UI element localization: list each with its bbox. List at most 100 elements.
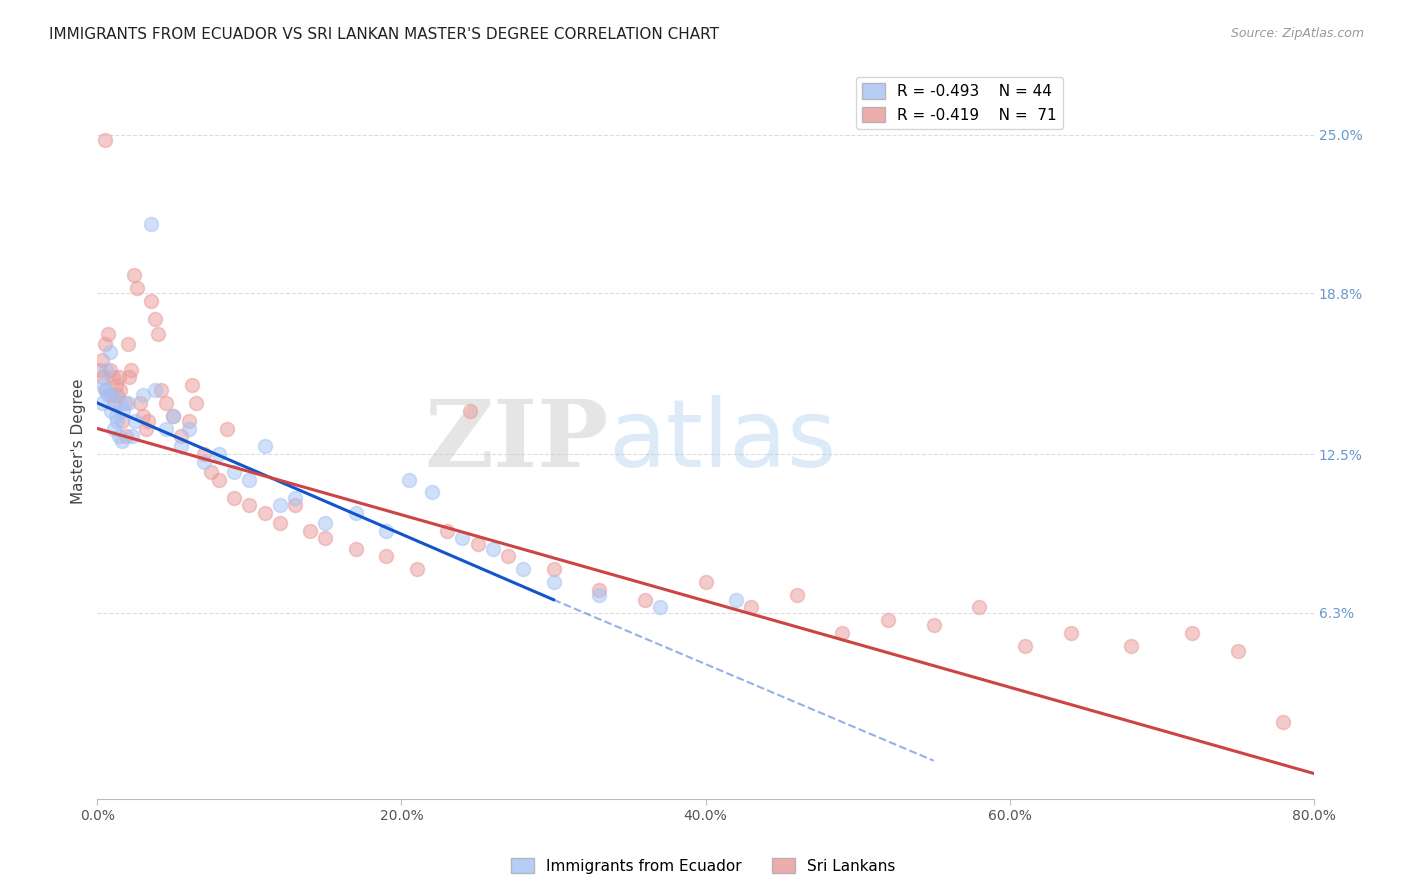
Point (139, 293, 162, 308)
Point (269, 498, 291, 512)
Point (922, 618, 945, 632)
Point (436, 524, 458, 538)
Point (94, 337, 117, 351)
Point (105, 388, 128, 402)
Point (1121, 639, 1143, 653)
Point (150, 383, 173, 397)
Point (132, 388, 155, 402)
Point (588, 582, 610, 597)
Point (89, 363, 111, 377)
Point (177, 421, 200, 435)
Point (105, 414, 128, 428)
Text: ZIP: ZIP (425, 396, 609, 486)
Point (481, 541, 503, 556)
Point (120, 363, 142, 377)
Point (299, 524, 322, 538)
Text: IMMIGRANTS FROM ECUADOR VS SRI LANKAN MASTER'S DEGREE CORRELATION CHART: IMMIGRANTS FROM ECUADOR VS SRI LANKAN MA… (49, 27, 720, 42)
Point (451, 532, 474, 546)
Point (100, 403, 122, 417)
Point (96, 363, 118, 377)
Point (97, 388, 120, 402)
Point (344, 506, 367, 520)
Point (398, 473, 420, 487)
Point (101, 388, 124, 402)
Point (98, 344, 121, 359)
Point (117, 337, 139, 351)
Point (118, 370, 141, 384)
Point (284, 498, 307, 512)
Point (224, 465, 246, 479)
Point (129, 396, 152, 410)
Point (877, 613, 900, 627)
Point (111, 414, 134, 428)
Point (253, 439, 276, 453)
Point (224, 491, 246, 505)
Point (588, 588, 610, 602)
Point (180, 378, 202, 392)
Point (90, 352, 112, 367)
Point (125, 281, 148, 295)
Point (108, 396, 131, 410)
Point (162, 409, 184, 423)
Point (143, 383, 166, 397)
Point (969, 600, 991, 615)
Point (1226, 644, 1249, 658)
Point (101, 370, 124, 384)
Point (111, 434, 134, 449)
Point (543, 574, 565, 589)
Point (177, 414, 200, 428)
Point (831, 626, 853, 640)
Point (405, 562, 427, 576)
Point (496, 549, 519, 564)
Y-axis label: Master's Degree: Master's Degree (72, 378, 86, 504)
Point (93, 378, 115, 392)
Point (1059, 626, 1081, 640)
Point (104, 409, 127, 423)
Point (314, 516, 336, 530)
Point (200, 465, 222, 479)
Legend: R = -0.493    N = 44, R = -0.419    N =  71: R = -0.493 N = 44, R = -0.419 N = 71 (856, 77, 1063, 128)
Point (314, 532, 336, 546)
Point (238, 473, 260, 487)
Point (90, 396, 112, 410)
Point (93, 370, 115, 384)
Point (117, 396, 139, 410)
Point (344, 541, 367, 556)
Point (97, 326, 120, 341)
Point (94, 383, 117, 397)
Point (634, 592, 657, 607)
Point (208, 447, 231, 461)
Point (155, 396, 177, 410)
Text: atlas: atlas (609, 395, 837, 487)
Point (695, 574, 717, 589)
Point (284, 491, 307, 505)
Point (107, 429, 129, 443)
Point (94, 133, 117, 147)
Point (724, 592, 747, 607)
Point (103, 396, 125, 410)
Point (375, 524, 398, 538)
Point (648, 600, 671, 615)
Point (253, 506, 276, 520)
Point (132, 409, 155, 423)
Point (238, 498, 260, 512)
Point (467, 536, 489, 550)
Point (1181, 626, 1204, 640)
Point (114, 396, 136, 410)
Point (121, 429, 143, 443)
Point (143, 311, 166, 326)
Point (136, 414, 159, 428)
Point (135, 421, 157, 435)
Point (215, 421, 238, 435)
Point (193, 455, 215, 469)
Point (543, 562, 565, 576)
Point (458, 403, 481, 417)
Point (1014, 639, 1036, 653)
Legend: Immigrants from Ecuador, Sri Lankans: Immigrants from Ecuador, Sri Lankans (505, 852, 901, 880)
Point (740, 600, 762, 615)
Point (512, 562, 534, 576)
Point (98, 363, 121, 377)
Point (1272, 715, 1295, 730)
Point (208, 473, 231, 487)
Point (155, 421, 177, 435)
